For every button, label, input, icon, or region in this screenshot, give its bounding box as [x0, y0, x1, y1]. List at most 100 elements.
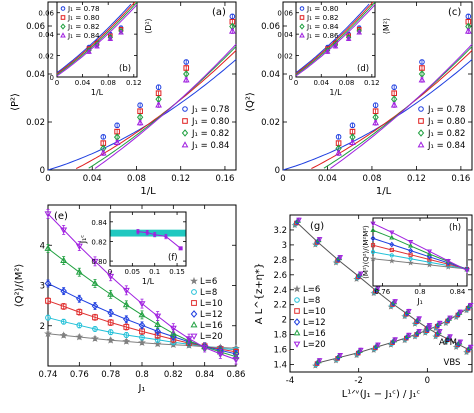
series-5-point — [91, 258, 99, 266]
x-tick-label: 0.8 — [135, 370, 149, 380]
series-5-point — [464, 268, 470, 274]
vbs-point — [426, 325, 433, 331]
series-5-point — [154, 313, 162, 321]
jc-point — [153, 232, 157, 237]
afm-point — [467, 344, 474, 350]
series-4-point — [107, 290, 115, 297]
series-0-point — [137, 102, 143, 108]
series-0-point — [388, 257, 395, 264]
legend-1-marker — [418, 118, 424, 124]
series-1-line — [372, 251, 468, 270]
y-tick-label: 1.4 — [273, 361, 287, 371]
series-4-point — [91, 279, 99, 286]
y-tick-label: 1.6 — [273, 346, 287, 356]
series-4-point — [122, 300, 130, 308]
series-0-point — [391, 84, 397, 90]
legend-0-label: J₁ = 0.80 — [306, 4, 339, 13]
series-0-point — [407, 259, 414, 266]
series-0-point — [372, 102, 379, 108]
series-0-point — [75, 332, 84, 341]
y-axis-label: ⟨Q²⟩ — [245, 92, 256, 112]
series-1-point — [76, 322, 83, 329]
series-5-point — [138, 301, 146, 308]
legend-2-label: L=10 — [303, 307, 326, 317]
legend-5-marker — [190, 333, 198, 340]
x-axis-label: 1/L — [140, 186, 156, 197]
y-tick-label: 0.02 — [277, 53, 293, 61]
legend-2-marker — [181, 129, 189, 137]
series-3-fit-line — [94, 43, 237, 169]
x-tick-label: 0.8 — [414, 288, 425, 296]
y-tick-label: 0.06 — [38, 10, 54, 18]
series-3-point — [86, 48, 92, 54]
y-axis-label: ⟨Q²⟩/⟨M²⟩ — [14, 264, 25, 308]
series-3-point — [389, 241, 395, 248]
legend-0-marker — [293, 284, 301, 293]
x-tick-label: 0.84 — [195, 370, 214, 380]
series-5-point — [216, 351, 224, 358]
series-4-point — [389, 234, 395, 240]
panel-label: (h) — [449, 223, 461, 233]
y-tick-label: 2.4 — [273, 286, 287, 296]
series-2-point — [45, 297, 51, 304]
vbs-point — [337, 353, 344, 359]
legend-0-label: L=6 — [303, 285, 320, 295]
series-0-point — [155, 84, 162, 90]
series-5-point — [107, 273, 115, 281]
series-4-point — [426, 251, 433, 256]
legend-4-label: L=16 — [200, 321, 223, 331]
legend-1-label: L=8 — [200, 288, 217, 298]
jc-point — [136, 230, 140, 234]
x-tick-label: 0 — [425, 376, 430, 386]
x-tick-label: 0 — [294, 79, 298, 87]
legend-2-label: J₁ = 0.84 — [306, 22, 339, 31]
x-tick-label: 0.04 — [313, 79, 329, 87]
x-tick-label: 0.08 — [339, 79, 355, 87]
series-3-point — [182, 76, 190, 83]
series-3-point — [136, 119, 144, 126]
vbs-point — [447, 315, 453, 321]
y-tick-label: 2 — [40, 322, 45, 332]
y-tick-label: 3 — [40, 282, 45, 292]
series-2-point — [427, 257, 432, 262]
x-tick-label: 0.84 — [450, 288, 466, 296]
legend-0-label: L=6 — [200, 277, 217, 287]
x-axis-label: L¹ᐟᵛ(J₁ − J₁ᶜ) / J₁ᶜ — [342, 389, 421, 400]
legend-2-label: L=10 — [200, 299, 223, 309]
legend-3-label: J₁ = 0.86 — [306, 31, 339, 40]
vbs-point — [457, 309, 464, 315]
y-tick-label: 2.8 — [273, 256, 287, 266]
legend-4-marker — [190, 321, 198, 328]
x-tick-label: 0.76 — [70, 370, 89, 380]
vbs-point — [392, 337, 398, 343]
x-tick-label: 0.12 — [364, 79, 380, 87]
series-2-point — [60, 303, 67, 310]
legend-1-marker — [60, 15, 66, 20]
y-tick-label: 1.8 — [273, 331, 287, 341]
legend-2-label: J₁ = 0.82 — [67, 22, 100, 31]
series-5-point — [370, 221, 376, 227]
panel-label: (d) — [357, 64, 369, 74]
series-3-point — [123, 315, 130, 324]
legend-0-marker — [190, 276, 198, 285]
series-3-point — [91, 302, 99, 310]
series-3-point — [426, 253, 432, 260]
series-1-point — [123, 332, 130, 338]
series-1-fit-line — [311, 50, 473, 170]
series-5-point — [60, 227, 68, 234]
x-axis-label: J₁ — [416, 297, 423, 306]
y-tick-label: 0 — [50, 74, 54, 82]
legend-0-marker — [60, 6, 66, 11]
afm-point — [447, 334, 453, 340]
legend-0-label: J₁ = 0.78 — [427, 105, 465, 115]
legend-1-marker — [299, 15, 305, 20]
vbs-point — [416, 329, 423, 335]
series-5-point — [389, 230, 395, 236]
series-3-point — [324, 48, 331, 54]
y-tick-label: 0.06 — [277, 10, 293, 18]
legend-5-label: L=20 — [200, 332, 223, 342]
series-0-point — [138, 338, 146, 346]
series-3-point — [370, 235, 376, 242]
